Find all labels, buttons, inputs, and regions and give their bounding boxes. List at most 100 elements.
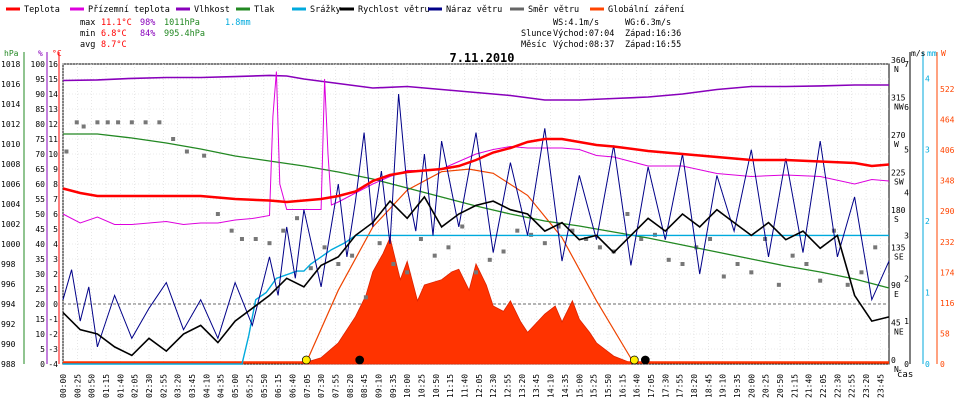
stats-pressure: 995.4hPa — [164, 29, 205, 39]
wind-tick-label: 7 — [904, 60, 909, 69]
humidity-tick-label: 85 — [35, 105, 45, 114]
rain-tick-label: 2 — [925, 217, 930, 226]
wind-direction-point — [363, 295, 368, 300]
direction-tick-value: 135 — [891, 244, 906, 253]
radiation-tick-label: 348 — [940, 177, 955, 186]
temperature-tick-label: -1 — [48, 315, 58, 324]
wind-direction-point — [487, 257, 492, 262]
wind-direction-point — [776, 282, 781, 287]
direction-tick-value: 90 — [891, 281, 901, 290]
time-tick-label: 01:15 — [102, 374, 111, 398]
wind-speed-line — [62, 195, 890, 357]
legend-label: Rychlost větru — [358, 5, 430, 15]
temperature-tick-label: 9 — [53, 165, 58, 174]
wind-tick-label: 1 — [904, 317, 909, 326]
legend-label: Náraz větru — [446, 5, 502, 15]
humidity-tick-label: 0 — [40, 360, 45, 369]
direction-tick-compass: N — [894, 365, 899, 374]
wind-direction-point — [790, 253, 795, 258]
humidity-tick-label: 10 — [35, 330, 45, 339]
stats-ws: WS:4.1m/s — [553, 18, 599, 28]
direction-tick-compass: NE — [894, 328, 904, 337]
pressure-tick-label: 996 — [1, 280, 16, 289]
wind-direction-point — [873, 245, 878, 250]
humidity-tick-label: 20 — [35, 300, 45, 309]
wind-direction-point — [639, 237, 644, 241]
humidity-tick-label: 100 — [31, 60, 46, 69]
direction-tick-compass: NW — [894, 103, 904, 112]
wind-direction-point — [666, 257, 671, 262]
time-tick-label: 13:45 — [532, 374, 541, 398]
wind-tick-label: 5 — [904, 146, 909, 155]
rain-tick-label: 0 — [925, 360, 930, 369]
pressure-tick-label: 1000 — [1, 240, 20, 249]
wind-direction-point — [763, 237, 768, 241]
time-tick-label: 16:15 — [618, 374, 627, 398]
radiation-tick-label: 232 — [940, 238, 955, 247]
moonset-marker — [640, 355, 650, 365]
time-tick-label: 06:15 — [274, 374, 283, 398]
time-tick-label: 16:40 — [633, 374, 642, 398]
time-tick-label: 01:40 — [116, 374, 125, 398]
stats-wg: WG:6.3m/s — [625, 18, 671, 28]
stats-temp: 11.1°C — [101, 18, 132, 28]
time-tick-label: 11:15 — [446, 374, 455, 398]
humidity-tick-label: 55 — [35, 195, 45, 204]
time-tick-label: 00:50 — [88, 374, 97, 398]
stats-row-label: max — [80, 18, 95, 28]
direction-tick-value: 360 — [891, 56, 906, 65]
wind-direction-point — [584, 237, 589, 241]
wind-direction-point — [570, 228, 575, 233]
humidity-tick-label: 5 — [40, 345, 45, 354]
wind-direction-point — [281, 228, 286, 233]
wind-direction-point — [229, 228, 234, 233]
temperature-tick-label: 13 — [48, 105, 58, 114]
wind-direction-point — [116, 120, 121, 125]
time-tick-label: 04:35 — [217, 374, 226, 398]
rain-unit: mm — [927, 49, 937, 58]
temperature-tick-label: 16 — [48, 60, 58, 69]
x-axis-label: čas — [897, 369, 913, 380]
humidity-tick-label: 40 — [35, 240, 45, 249]
time-tick-label: 20:00 — [747, 374, 756, 398]
wind-direction-point — [267, 241, 272, 246]
time-tick-label: 00:25 — [73, 374, 82, 398]
wind-direction-point — [859, 270, 864, 275]
wind-direction-point — [721, 274, 726, 279]
time-tick-label: 15:00 — [575, 374, 584, 398]
time-tick-label: 19:10 — [719, 374, 728, 398]
direction-tick-value: 270 — [891, 131, 906, 140]
pressure-tick-label: 988 — [1, 360, 16, 369]
legend-label: Teplota — [24, 5, 60, 15]
time-tick-label: 10:00 — [403, 374, 412, 398]
wind-direction-point — [184, 149, 189, 154]
wind-direction-point — [253, 237, 258, 241]
time-tick-label: 22:05 — [819, 374, 828, 398]
stats-pressure: 1011hPa — [164, 18, 200, 28]
rain-tick-label: 4 — [925, 74, 930, 83]
wind-tick-label: 0 — [904, 360, 909, 369]
wind-direction-point — [597, 245, 602, 250]
direction-tick-value: 180 — [891, 206, 906, 215]
sunset-text: Západ:16:36 — [625, 29, 681, 39]
time-tick-label: 13:20 — [518, 374, 527, 398]
legend-label: Srážky — [310, 5, 341, 15]
wind-tick-label: 4 — [904, 189, 909, 198]
wind-direction-point — [202, 153, 207, 158]
pressure-tick-label: 990 — [1, 340, 16, 349]
humidity-tick-label: 70 — [35, 150, 45, 159]
time-tick-label: 10:50 — [432, 374, 441, 398]
pressure-tick-label: 998 — [1, 260, 16, 269]
humidity-tick-label: 75 — [35, 135, 45, 144]
temperature-tick-label: 2 — [53, 270, 58, 279]
wind-direction-point — [391, 262, 396, 266]
wind-direction-point — [501, 249, 506, 254]
direction-tick-value: 315 — [891, 94, 906, 103]
wind-tick-label: 6 — [904, 103, 909, 112]
wind-direction-point — [308, 266, 313, 271]
wind-direction-point — [749, 270, 754, 275]
time-tick-label: 03:20 — [174, 374, 183, 398]
direction-tick-compass: SE — [894, 253, 904, 262]
